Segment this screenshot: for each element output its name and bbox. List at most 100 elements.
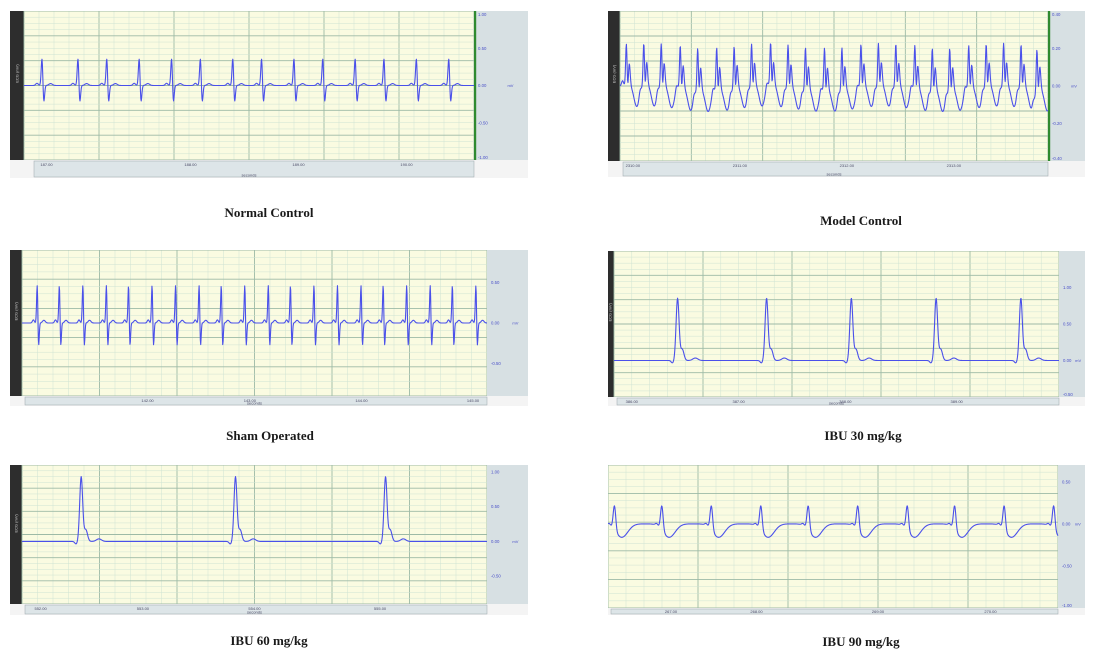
y-tick-label: 1.00: [491, 469, 500, 474]
ecg-panel-normal-control: ECG (mV) 1.00 0.50 0.00 -0.50 -1.00 mV 187.00 18…: [10, 11, 528, 178]
x-tick-label: 188.00: [184, 162, 197, 167]
y-scale-strip: [487, 250, 528, 396]
active-channel-bar: [1048, 11, 1051, 161]
y-tick-label: 0.00: [491, 539, 500, 544]
channel-label-strip: [10, 11, 24, 160]
y-tick-label: -0.50: [478, 120, 488, 125]
ecg-trace-line: [608, 505, 1059, 538]
x-tick-label: 267.00: [665, 609, 678, 614]
x-axis-bar: [33, 160, 475, 178]
y-tick-label: 0.50: [491, 280, 500, 285]
ecg-chart-model-control: ECG (mV) 0.40 0.20 0.00 -0.20 -0.40 mV 2310.00 2…: [608, 11, 1085, 177]
x-tick-label: 142.00: [141, 398, 154, 403]
y-tick-label: 0.00: [1063, 358, 1072, 363]
y-tick-label: 0.00: [1062, 521, 1071, 526]
y-tick-label: 1.00: [1063, 285, 1072, 290]
y-tick-label: -1.00: [478, 155, 488, 160]
caption-ibu-30: IBU 30 mg/kg: [824, 428, 902, 443]
channel-label-strip: [10, 250, 22, 396]
ecg-chart-ibu-90: 0.50 0.00 -0.50 -1.00 mV 267.00 268.00 269.00 27…: [608, 465, 1085, 615]
ecg-trace-line: [21, 285, 488, 346]
x-axis-label: seconds: [829, 401, 844, 406]
x-tick-label: 269.00: [872, 609, 885, 614]
y-unit-label: mV: [512, 321, 518, 326]
x-tick-label: 553.00: [137, 606, 150, 611]
y-scale-strip: [487, 465, 528, 604]
y-tick-label: -0.40: [1052, 156, 1062, 161]
x-tick-label: 145.00: [467, 398, 480, 403]
y-scale-strip: [1048, 11, 1085, 161]
channel-label-strip: [608, 11, 620, 161]
x-tick-label: 268.00: [750, 609, 763, 614]
channel-label: ECG (mV): [13, 513, 18, 532]
ecg-trace-line: [21, 476, 488, 545]
channel-label: ECG (mV): [611, 64, 616, 83]
x-tick-label: 2310.00: [626, 163, 641, 168]
ecg-panel-ibu-90: 0.50 0.00 -0.50 -1.00 mV 267.00 268.00 269.00 27…: [608, 465, 1085, 615]
x-tick-label: 144.00: [355, 398, 368, 403]
caption-ibu-60: IBU 60 mg/kg: [230, 633, 308, 648]
ecg-chart-ibu-60: ECG (mV) 1.00 0.50 0.00 -0.50 mV 552.00 553.00 5…: [10, 465, 528, 615]
x-tick-label: 388.00: [839, 399, 852, 404]
ecg-chart-normal-control: ECG (mV) 1.00 0.50 0.00 -0.50 -1.00 mV 187.00 18…: [10, 11, 528, 178]
y-tick-label: -0.50: [1062, 563, 1072, 568]
x-tick-label: 389.00: [951, 399, 964, 404]
y-unit-label: mV: [1075, 521, 1081, 526]
y-tick-label: 0.20: [1052, 46, 1061, 51]
x-axis-bar: [24, 604, 488, 615]
y-tick-label: 1.00: [478, 12, 487, 17]
x-tick-label: 143.00: [244, 398, 257, 403]
x-tick-label: 2311.00: [733, 163, 748, 168]
y-scale-strip: [1058, 465, 1085, 608]
caption-normal-control: Normal Control: [224, 205, 314, 220]
ecg-panel-ibu-60: ECG (mV) 1.00 0.50 0.00 -0.50 mV 552.00 553.00 5…: [10, 465, 528, 615]
channel-label-strip: [10, 465, 22, 604]
x-tick-label: 552.00: [34, 606, 47, 611]
channel-label-strip: [608, 251, 614, 397]
x-axis-label: seconds: [247, 610, 262, 615]
channel-label: ECG (mV): [13, 301, 18, 320]
x-tick-label: 2313.00: [947, 163, 962, 168]
ecg-panel-model-control: ECG (mV) 0.40 0.20 0.00 -0.20 -0.40 mV 2310.00 2…: [608, 11, 1085, 177]
y-scale-strip: [474, 11, 528, 160]
x-tick-label: 386.00: [626, 399, 639, 404]
x-axis-bar: [610, 608, 1059, 615]
caption-model-control: Model Control: [820, 213, 902, 228]
channel-label: ECG (mV): [15, 64, 20, 83]
y-tick-label: -1.00: [1062, 603, 1072, 608]
x-tick-label: 554.00: [248, 606, 261, 611]
x-axis-label: seconds: [242, 173, 257, 178]
y-tick-label: 0.00: [1052, 84, 1061, 89]
x-axis-bar: [622, 161, 1049, 177]
x-axis-label: seconds: [827, 172, 842, 177]
y-tick-label: 0.40: [1052, 12, 1061, 17]
active-channel-bar: [474, 11, 477, 160]
y-tick-label: -0.50: [491, 361, 501, 366]
x-tick-label: 187.00: [40, 162, 53, 167]
ecg-trace-line: [613, 297, 1060, 364]
y-unit-label: mV: [1075, 358, 1081, 363]
y-scale-strip: [1059, 251, 1085, 397]
x-axis-bar: [616, 397, 1060, 406]
y-tick-label: 0.50: [1063, 322, 1072, 327]
ecg-chart-sham-operated: ECG (mV) 0.50 0.00 -0.50 mV 142.00 143.00 144.0…: [10, 250, 528, 406]
caption-ibu-90: IBU 90 mg/kg: [822, 634, 900, 649]
y-unit-label: mV: [507, 83, 513, 88]
y-tick-label: 0.50: [1062, 479, 1071, 484]
y-tick-label: 0.50: [478, 46, 487, 51]
ecg-chart-ibu-30: ECG (mV) 1.00 0.50 0.00 -0.50 mV 386.00 387.00 3…: [608, 251, 1085, 406]
y-tick-label: -0.20: [1052, 121, 1062, 126]
x-tick-label: 387.00: [732, 399, 745, 404]
ecg-panel-ibu-30: ECG (mV) 1.00 0.50 0.00 -0.50 mV 386.00 387.00 3…: [608, 251, 1085, 406]
ecg-trace-line: [619, 42, 1049, 113]
ecg-trace-line: [23, 58, 475, 102]
caption-sham-operated: Sham Operated: [226, 428, 314, 443]
y-tick-label: 0.50: [491, 504, 500, 509]
x-tick-label: 189.00: [292, 162, 305, 167]
y-tick-label: 0.00: [478, 83, 487, 88]
y-unit-label: mV: [512, 539, 518, 544]
x-axis-bar: [24, 396, 488, 406]
y-tick-label: 0.00: [491, 321, 500, 326]
x-tick-label: 555.00: [374, 606, 387, 611]
x-tick-label: 190.00: [400, 162, 413, 167]
